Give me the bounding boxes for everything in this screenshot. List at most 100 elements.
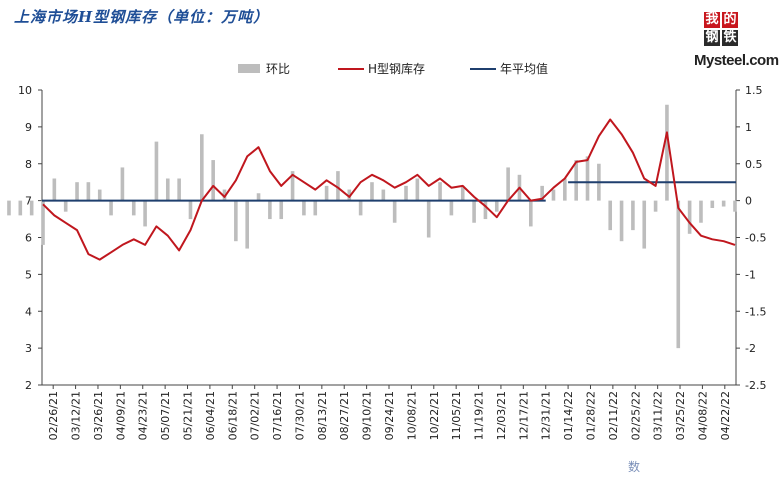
legend-label-average: 年平均值 [500, 61, 548, 76]
y-right-tick-label: -1 [745, 268, 756, 281]
x-tick-label: 05/21/21 [182, 391, 195, 440]
y-right-tick-label: 1.5 [745, 84, 763, 97]
bar-mark [426, 200, 431, 238]
logo-char: 的 [722, 12, 738, 28]
x-tick-label: 02/11/22 [607, 391, 620, 440]
bar-mark [313, 200, 318, 216]
bar-mark [245, 200, 249, 249]
bar-mark [710, 200, 715, 208]
y-right-tick-label: -0.5 [745, 232, 766, 245]
bar-mark [177, 178, 181, 201]
bar-mark [222, 189, 227, 201]
x-tick-label: 09/24/21 [383, 391, 396, 440]
x-tick-label: 10/22/21 [428, 391, 441, 440]
x-tick-label: 04/08/22 [696, 391, 709, 440]
y-left-tick-label: 6 [25, 232, 32, 245]
x-tick-label: 07/16/21 [271, 391, 284, 440]
bar-mark [86, 182, 91, 201]
bar-mark [733, 200, 737, 212]
bar-mark [279, 200, 284, 220]
y-left-tick-label: 8 [25, 158, 32, 171]
x-tick-label: 06/18/21 [226, 391, 239, 440]
x-tick-label: 03/11/22 [652, 391, 665, 440]
x-tick-label: 07/02/21 [249, 391, 262, 440]
x-tick-label: 02/25/22 [629, 391, 642, 440]
bar-mark [41, 200, 45, 245]
x-tick-label: 12/17/21 [517, 391, 530, 440]
legend-label-line: H型钢库存 [368, 61, 425, 76]
bar-mark [563, 178, 567, 201]
y-left-tick-label: 9 [25, 121, 32, 134]
bar-mark [721, 200, 726, 207]
bar-mark [188, 200, 193, 220]
bar-mark [347, 189, 352, 201]
y-right-tick-label: -2 [745, 342, 756, 355]
logo-char: 钢 [704, 30, 720, 46]
bar-mark [676, 200, 681, 349]
y-left-tick-label: 10 [18, 84, 32, 97]
y-left-tick-label: 5 [25, 268, 32, 281]
x-tick-label: 09/10/21 [361, 391, 374, 440]
x-tick-label: 06/04/21 [204, 391, 217, 440]
x-tick-label: 04/23/21 [137, 391, 150, 440]
bar-mark [131, 200, 136, 216]
bar-mark [619, 200, 624, 242]
x-tick-label: 04/22/22 [719, 391, 732, 440]
bar-mark [449, 200, 454, 216]
bar-mark [52, 178, 57, 201]
logo-char: 铁 [722, 30, 738, 46]
y-right-tick-label: -2.5 [745, 379, 766, 392]
y-right-tick-label: 0 [745, 195, 752, 208]
bar-mark [438, 182, 442, 201]
bar-mark [7, 200, 11, 216]
bar-mark [415, 178, 420, 201]
bar-mark [574, 160, 578, 201]
bar-mark [29, 200, 34, 216]
chart-title: 上海市场H型钢库存（单位：万吨） [14, 8, 270, 26]
bar-mark [154, 141, 159, 201]
bar-mark [211, 160, 215, 201]
bar-mark [540, 185, 544, 201]
y-right-tick-label: 0.5 [745, 158, 763, 171]
y-left-tick-label: 4 [25, 305, 32, 318]
y-left-tick-label: 2 [25, 379, 32, 392]
footnote: 数 [628, 460, 641, 474]
x-tick-label: 03/25/22 [674, 391, 687, 440]
bar-mark [642, 200, 647, 249]
bar-mark [324, 185, 329, 201]
bar-mark [506, 167, 510, 201]
x-tick-label: 08/13/21 [316, 391, 329, 440]
bar-mark [665, 104, 669, 201]
x-tick-label: 08/27/21 [338, 391, 351, 440]
bar-mark [687, 200, 692, 234]
legend-label-bar: 环比 [266, 62, 290, 76]
y-left-tick-label: 7 [25, 195, 32, 208]
y-right-tick-label: -1.5 [745, 305, 766, 318]
bar-mark [63, 200, 68, 212]
y-right-tick-label: 1 [745, 121, 752, 134]
x-tick-label: 12/03/21 [495, 391, 508, 440]
bar-mark [585, 156, 590, 201]
bar-mark [97, 189, 102, 201]
x-tick-label: 02/26/21 [47, 391, 60, 440]
bar-mark [460, 185, 465, 201]
x-tick-label: 04/09/21 [114, 391, 127, 440]
bar-mark [165, 178, 170, 201]
bar-mark [302, 200, 306, 216]
bar-mark [404, 185, 408, 201]
x-tick-label: 05/07/21 [159, 391, 172, 440]
inventory-line [42, 118, 736, 261]
y-left-tick-label: 3 [25, 342, 32, 355]
bar-mark [483, 200, 488, 220]
bar-mark [358, 200, 363, 216]
x-tick-label: 11/05/21 [450, 391, 463, 440]
bar-mark [653, 200, 658, 212]
bar-mark [256, 193, 261, 201]
bar-mark [336, 171, 340, 201]
x-tick-label: 01/14/22 [562, 391, 575, 440]
x-tick-label: 11/19/21 [473, 391, 486, 440]
bar-mark [699, 200, 703, 223]
bar-mark [608, 200, 613, 231]
bar-mark [631, 200, 635, 231]
